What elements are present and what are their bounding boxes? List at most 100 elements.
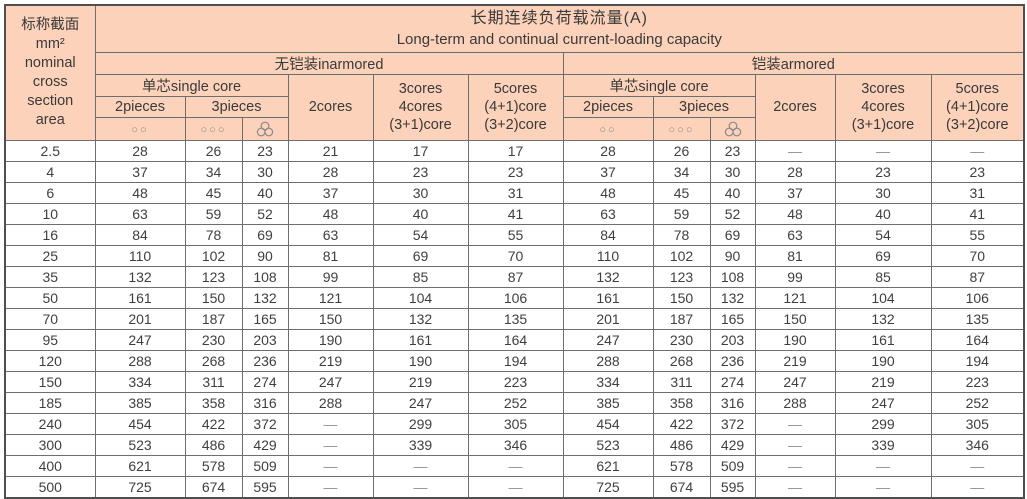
value-cell: 135: [467, 307, 564, 330]
value-cell: 230: [652, 328, 711, 351]
value-cell: 63: [562, 202, 654, 225]
symbol-cell: ○○○: [184, 116, 243, 141]
table-row: 500 725 674 595— — —725 674 595— — —: [4, 475, 1025, 498]
value-cell: 78: [184, 223, 243, 246]
row-header-cell: 50: [4, 286, 96, 309]
value-cell: 23: [709, 139, 756, 162]
value-cell: 54: [372, 223, 469, 246]
value-cell: 40: [709, 181, 756, 204]
value-cell: —: [754, 454, 836, 477]
row-header-cell: 4: [4, 160, 96, 183]
value-cell: 69: [372, 244, 469, 267]
value-cell: 23: [930, 160, 1025, 183]
value-cell: 30: [709, 160, 756, 183]
value-cell: 674: [184, 475, 243, 498]
value-cell: 385: [94, 391, 186, 414]
value-cell: 69: [709, 223, 756, 246]
value-cell: 28: [754, 160, 836, 183]
value-cell: 41: [930, 202, 1025, 225]
row-header-cell: 2.5: [4, 139, 96, 162]
corner-line-nominal: nominal: [24, 54, 76, 71]
table-row: 2.5 28 26 23 21 17 17 28 26 23— — —: [4, 139, 1025, 162]
value-cell: 230: [184, 328, 243, 351]
value-cell: 203: [709, 328, 756, 351]
unarmored-2cores-header: 2cores: [287, 73, 374, 141]
table-body: 2.5 28 26 23 21 17 17 28 26 23— — —4 37 34 30 28 23 23 37 3…: [4, 139, 1025, 498]
value-cell: 288: [287, 391, 374, 414]
table-title-cell: 长期连续负荷载流量(A) Long-term and continual cur…: [94, 4, 1025, 53]
value-cell: 17: [372, 139, 469, 162]
unarmored-2pieces-header: 2pieces: [94, 95, 186, 118]
value-cell: 52: [709, 202, 756, 225]
4plus1core-line: (4+1)core: [484, 99, 547, 115]
value-cell: —: [372, 454, 469, 477]
value-cell: 78: [652, 223, 711, 246]
value-cell: 28: [287, 160, 374, 183]
value-cell: 123: [652, 265, 711, 288]
value-cell: 523: [94, 433, 186, 456]
current-capacity-table: 标称截面 mm² nominal cross section area 长期连续…: [4, 4, 1026, 499]
unarmored-5cores-header: 5cores (4+1)core (3+2)core: [467, 73, 564, 141]
value-cell: 23: [241, 139, 289, 162]
value-cell: 372: [709, 412, 756, 435]
row-header-cell: 6: [4, 181, 96, 204]
value-cell: 48: [754, 202, 836, 225]
value-cell: 429: [241, 433, 289, 456]
unarmored-single-core-header: 单芯single core: [94, 73, 289, 97]
trefoil-icon: [724, 121, 741, 136]
value-cell: 102: [652, 244, 711, 267]
value-cell: 219: [287, 349, 374, 372]
value-cell: 429: [709, 433, 756, 456]
value-cell: 37: [562, 160, 654, 183]
3cores-line: 3cores: [398, 81, 443, 97]
value-cell: 104: [372, 286, 469, 309]
value-cell: 346: [930, 433, 1025, 456]
value-cell: —: [754, 475, 836, 498]
value-cell: 70: [467, 244, 564, 267]
trefoil-icon: [256, 121, 274, 136]
armored-3cores-header: 3cores 4cores (3+1)core: [834, 73, 932, 141]
value-cell: 110: [562, 244, 654, 267]
value-cell: —: [287, 475, 374, 498]
value-cell: 69: [834, 244, 932, 267]
row-header-cell: 185: [4, 391, 96, 414]
armored-2cores-header: 2cores: [754, 73, 836, 141]
value-cell: 31: [467, 181, 564, 204]
value-cell: 247: [834, 391, 932, 414]
value-cell: 104: [834, 286, 932, 309]
value-cell: 132: [372, 307, 469, 330]
value-cell: 108: [709, 265, 756, 288]
value-cell: 164: [930, 328, 1025, 351]
value-cell: 132: [562, 265, 654, 288]
value-cell: 621: [94, 454, 186, 477]
value-cell: 40: [372, 202, 469, 225]
value-cell: 90: [709, 244, 756, 267]
value-cell: 81: [754, 244, 836, 267]
value-cell: 219: [834, 370, 932, 393]
value-cell: 132: [834, 307, 932, 330]
value-cell: —: [834, 475, 932, 498]
corner-header-cell: 标称截面 mm² nominal cross section area: [4, 4, 96, 141]
value-cell: 106: [467, 286, 564, 309]
value-cell: 31: [930, 181, 1025, 204]
value-cell: 187: [184, 307, 243, 330]
value-cell: 121: [287, 286, 374, 309]
value-cell: 194: [467, 349, 564, 372]
value-cell: 311: [652, 370, 711, 393]
value-cell: 132: [241, 286, 289, 309]
3plus2core-line: (3+2)core: [946, 117, 1009, 133]
value-cell: —: [467, 475, 564, 498]
armored-single-core-header: 单芯single core: [562, 73, 756, 97]
armored-5cores-header: 5cores (4+1)core (3+2)core: [930, 73, 1025, 141]
value-cell: —: [754, 433, 836, 456]
value-cell: 132: [94, 265, 186, 288]
value-cell: 334: [94, 370, 186, 393]
5cores-line: 5cores: [493, 81, 538, 97]
value-cell: 63: [287, 223, 374, 246]
value-cell: 150: [184, 286, 243, 309]
value-cell: 422: [652, 412, 711, 435]
value-cell: 578: [184, 454, 243, 477]
4cores-line: 4cores: [398, 99, 443, 115]
value-cell: 108: [241, 265, 289, 288]
header-row-sections: 无铠装inarmored 铠装armored: [5, 51, 1025, 75]
